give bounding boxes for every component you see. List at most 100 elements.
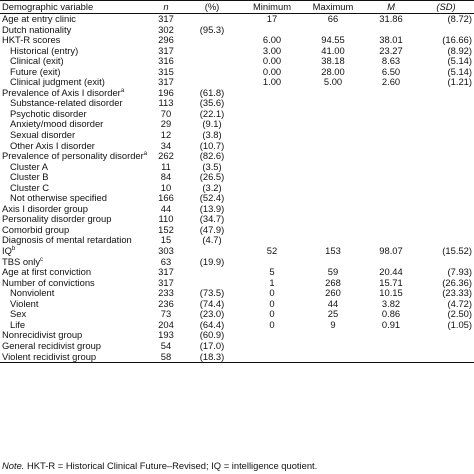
- cell-n-text: 70: [160, 107, 172, 119]
- cell-percent-text: (18.3): [199, 350, 225, 362]
- cell-percent-text: (3.2): [202, 181, 222, 193]
- table-row: Clinical (exit) 316 0.00 38.18 8.63 (5.14): [0, 55, 474, 67]
- cell-variable-text: Sex: [10, 308, 27, 320]
- cell-n: 196: [150, 87, 182, 99]
- cell-maximum-text: 153: [325, 245, 341, 257]
- cell-n-text: 73: [160, 308, 172, 320]
- cell-minimum-text: 5: [269, 266, 275, 278]
- cell-percent: (47.9): [182, 223, 242, 236]
- table-row: Violent recidivist group 58 (18.3): [0, 350, 474, 364]
- cell-variable-text: Nonviolent: [10, 287, 55, 299]
- cell-mean: [364, 193, 418, 204]
- footnote-marker: c: [40, 256, 44, 263]
- cell-mean-text: 23.27: [379, 44, 403, 56]
- cell-maximum: 153: [302, 245, 364, 257]
- cell-percent-text: (47.9): [199, 223, 225, 235]
- table-header-row: Demographic variable n (%) Minimum Maxim…: [0, 0, 474, 14]
- cell-minimum: [242, 341, 302, 352]
- cell-percent-text: (82.6): [199, 150, 225, 162]
- cell-n: 152: [150, 224, 182, 236]
- cell-variable: Cluster B: [0, 171, 150, 183]
- cell-variable-text: Diagnosis of mental retardation: [2, 234, 132, 246]
- cell-percent: (10.7): [182, 140, 242, 152]
- cell-variable-text: Substance-related disorder: [10, 97, 123, 109]
- cell-variable: Age at first conviction: [0, 266, 150, 278]
- cell-maximum-text: 260: [325, 287, 341, 299]
- cell-percent-text: (9.1): [202, 118, 222, 130]
- cell-percent: (60.9): [182, 330, 242, 341]
- cell-mean: 98.07: [364, 245, 418, 257]
- cell-variable: Sexual disorder: [0, 129, 150, 141]
- cell-sd: (26.36): [418, 277, 474, 289]
- cell-n-text: 166: [158, 192, 174, 204]
- cell-percent-text: (3.5): [202, 160, 222, 172]
- cell-n-text: 58: [160, 350, 172, 362]
- cell-maximum: [302, 351, 364, 364]
- cell-maximum-text: 44: [327, 297, 339, 309]
- cell-minimum-text: 6.00: [262, 34, 282, 46]
- cell-minimum: [242, 98, 302, 109]
- cell-percent-text: (19.9): [199, 255, 225, 267]
- cell-minimum: 0: [242, 287, 302, 299]
- cell-n: 12: [150, 129, 182, 141]
- cell-n-text: 315: [158, 65, 174, 77]
- table-note: Note. HKT-R = Historical Clinical Future…: [2, 460, 317, 471]
- header-sd: (SD): [418, 0, 474, 14]
- header-variable: Demographic variable: [0, 0, 150, 14]
- cell-n: 204: [150, 319, 182, 331]
- cell-minimum-text: 52: [266, 245, 278, 257]
- cell-percent: (95.3): [182, 24, 242, 36]
- cell-minimum: 17: [242, 13, 302, 25]
- cell-minimum: [242, 88, 302, 99]
- cell-n: 54: [150, 340, 182, 352]
- cell-maximum: 94.55: [302, 34, 364, 46]
- cell-mean: [364, 109, 418, 120]
- table-row: Diagnosis of mental retardation 15 (4.7): [0, 235, 474, 246]
- cell-minimum-text: 0: [269, 318, 275, 330]
- cell-variable: Age at entry clinic: [0, 13, 150, 25]
- cell-sd: [418, 162, 474, 173]
- cell-n: 166: [150, 193, 182, 204]
- cell-minimum: 52: [242, 245, 302, 257]
- cell-percent: (34.7): [182, 214, 242, 225]
- cell-minimum: [242, 214, 302, 225]
- cell-minimum-text: 0: [269, 297, 275, 309]
- cell-mean: [364, 330, 418, 341]
- table-row: Comorbid group 152 (47.9): [0, 223, 474, 236]
- cell-percent: (17.0): [182, 339, 242, 352]
- cell-n-text: 15: [160, 234, 172, 246]
- cell-variable: Not otherwise specified: [0, 193, 150, 204]
- cell-percent-text: (17.0): [199, 339, 225, 351]
- table-row: TBS onlyc 63 (19.9): [0, 255, 474, 268]
- cell-maximum-text: 59: [327, 266, 339, 278]
- cell-mean: 3.82: [364, 298, 418, 310]
- cell-sd-text: (23.33): [442, 287, 472, 299]
- cell-mean-text: 31.86: [379, 13, 403, 24]
- cell-variable: Life: [0, 319, 150, 331]
- cell-n-text: 236: [158, 297, 174, 309]
- table-row: Anxiety/mood disorder 29 (9.1): [0, 119, 474, 130]
- cell-mean: [364, 225, 418, 236]
- cell-mean: 10.15: [364, 287, 418, 299]
- cell-variable-text: Clinical judgment (exit): [10, 76, 105, 88]
- cell-mean: 38.01: [364, 34, 418, 46]
- cell-minimum-text: 0: [269, 287, 275, 299]
- cell-minimum-text: 1: [269, 276, 275, 288]
- cell-mean-text: 20.44: [379, 266, 403, 278]
- cell-maximum: [302, 172, 364, 183]
- cell-minimum-text: 1.00: [262, 76, 282, 88]
- cell-n-text: 302: [158, 23, 174, 35]
- cell-sd: (23.33): [418, 287, 474, 299]
- cell-maximum: [302, 141, 364, 152]
- cell-n: 262: [150, 150, 182, 162]
- cell-variable-text: Sexual disorder: [10, 129, 76, 141]
- footnote-marker: a: [120, 87, 125, 94]
- cell-sd: (4.72): [418, 298, 474, 310]
- cell-n-text: 34: [160, 139, 172, 151]
- cell-n: 29: [150, 119, 182, 130]
- cell-n: 193: [150, 330, 182, 341]
- cell-maximum: 41.00: [302, 45, 364, 57]
- table-row: Sex 73 (23.0) 0 25 0.86 (2.50): [0, 309, 474, 320]
- cell-variable: Substance-related disorder: [0, 98, 150, 109]
